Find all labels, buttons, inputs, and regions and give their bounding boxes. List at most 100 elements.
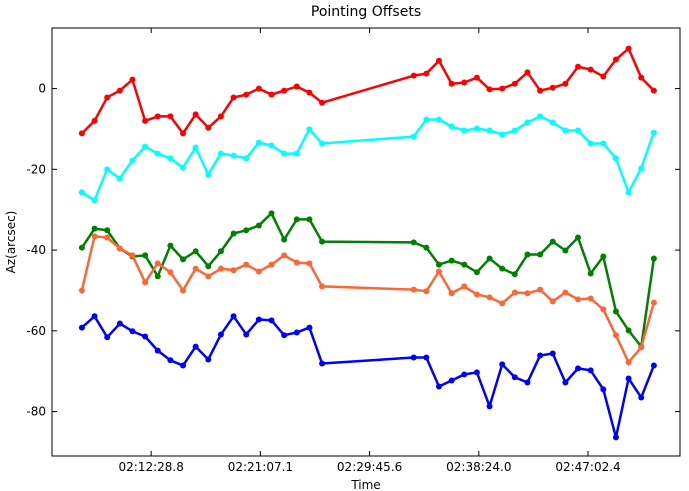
point [423,244,430,251]
x-axis-label: Time [350,478,380,491]
point [192,265,199,272]
point [435,268,442,275]
point [587,295,594,302]
point [435,57,442,64]
point [587,270,594,277]
point [448,290,455,297]
point [461,261,468,268]
point [562,127,569,134]
point [192,111,199,118]
point [549,298,556,305]
point [473,369,480,376]
point [180,287,187,294]
y-tick-label: -40 [26,243,46,257]
point [180,164,187,171]
point [255,316,262,323]
point [499,85,506,92]
point [192,144,199,151]
point [205,124,212,131]
point [104,166,111,173]
point [600,73,607,80]
point [319,238,326,245]
point [217,265,224,272]
series-line [80,212,656,348]
series-line [81,115,656,202]
point [537,352,544,359]
point [230,313,237,320]
point [549,238,556,245]
point [129,252,136,259]
point [423,354,430,361]
point [319,283,326,290]
point [600,253,607,260]
y-tick-label: -80 [26,405,46,419]
point [600,306,607,313]
point [486,294,493,301]
point [524,290,531,297]
point [625,45,632,52]
point [587,367,594,374]
point [167,269,174,276]
point [612,308,619,315]
point [473,269,480,276]
point [116,320,123,327]
point [116,87,123,94]
point [638,394,645,401]
x-tick-label: 02:47:02.4 [555,460,620,474]
point [499,265,506,272]
point [104,94,111,101]
point [255,268,262,275]
point [587,66,594,73]
point [410,239,417,246]
point [575,127,582,134]
point [243,331,250,338]
point [116,175,123,182]
point [575,296,582,303]
point [638,344,645,351]
point [78,324,85,331]
point [612,434,619,441]
point [91,197,98,204]
point [486,86,493,93]
point [230,267,237,274]
point [587,140,594,147]
x-tick-label: 02:12:28.8 [119,460,184,474]
point [116,245,123,252]
point [461,127,468,134]
point [205,171,212,178]
point [281,332,288,339]
point [268,210,275,217]
point [91,313,98,320]
point [129,157,136,164]
point [410,72,417,79]
point [293,329,300,336]
point [562,247,569,254]
point [562,289,569,296]
point [600,140,607,147]
point [167,155,174,162]
point [293,150,300,157]
point [448,123,455,130]
point [281,150,288,157]
point [410,133,417,140]
point [142,279,149,286]
point [511,80,518,87]
point [435,383,442,390]
point [486,127,493,134]
point [293,216,300,223]
point [205,263,212,270]
x-tick-label: 02:38:24.0 [446,460,511,474]
point [268,142,275,149]
point [486,255,493,262]
point [499,300,506,307]
point [537,251,544,258]
point [217,150,224,157]
y-tick-label: -60 [26,324,46,338]
point [448,377,455,384]
point [142,117,149,124]
point [625,327,632,334]
point [448,257,455,264]
point [473,74,480,81]
point [511,271,518,278]
